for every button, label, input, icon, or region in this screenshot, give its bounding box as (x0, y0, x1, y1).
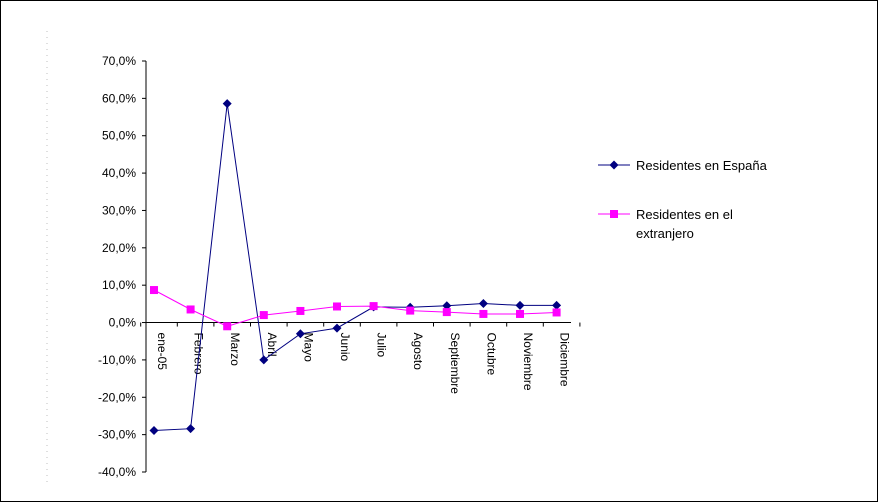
x-tick-label: Abril (265, 333, 279, 357)
y-tick-label: 20,0% (102, 241, 136, 255)
x-tick-label: Julio (375, 333, 389, 358)
x-tick-label: Mayo (301, 333, 315, 363)
y-tick-label: 60,0% (102, 91, 136, 105)
data-point-diamond (259, 355, 269, 365)
y-tick-label: 10,0% (102, 278, 136, 292)
y-tick-label: 0,0% (109, 316, 137, 330)
data-point-diamond (515, 300, 525, 310)
y-tick-label: 50,0% (102, 129, 136, 143)
data-point-square (223, 322, 232, 331)
y-tick-label: 40,0% (102, 166, 136, 180)
series-line (153, 103, 557, 431)
legend-label: Residentes en el (636, 207, 733, 222)
data-point-diamond (552, 300, 562, 310)
data-point-diamond (186, 424, 196, 434)
y-tick-label: -20,0% (98, 390, 136, 404)
data-point-diamond (478, 298, 488, 308)
data-point-square (369, 302, 378, 311)
legend-label: Residentes en España (636, 158, 768, 173)
x-tick-label: Marzo (228, 333, 242, 367)
x-tick-label: Noviembre (521, 333, 535, 391)
data-point-diamond (295, 329, 305, 339)
y-tick-label: 70,0% (102, 54, 136, 68)
y-tick-label: -30,0% (98, 428, 136, 442)
data-point-square (406, 306, 415, 315)
data-point-diamond (222, 99, 232, 109)
legend-marker-square (610, 210, 618, 218)
data-point-diamond (442, 301, 452, 311)
data-point-square (479, 309, 488, 318)
data-point-square (259, 311, 268, 320)
data-point-square (296, 306, 305, 315)
y-tick-label: -10,0% (98, 353, 136, 367)
legend-label: extranjero (636, 226, 694, 241)
data-point-square (150, 286, 158, 295)
data-point-diamond (332, 323, 342, 333)
x-tick-label: Agosto (411, 333, 425, 371)
data-point-square (333, 302, 341, 311)
y-tick-label: -40,0% (98, 465, 136, 479)
x-tick-label: Junio (338, 333, 352, 362)
x-tick-label: Septiembre (448, 333, 462, 395)
data-point-square (552, 308, 561, 317)
x-tick-label: Diciembre (558, 333, 572, 387)
y-tick-label: 30,0% (102, 203, 136, 217)
x-tick-label: ene-05 (155, 333, 169, 371)
data-point-square (516, 309, 524, 318)
data-point-square (442, 308, 451, 317)
series-line (153, 289, 557, 327)
x-tick-label: Octubre (484, 333, 498, 376)
data-point-square (186, 305, 195, 314)
legend-marker-diamond (609, 160, 619, 170)
data-point-diamond (149, 426, 159, 436)
